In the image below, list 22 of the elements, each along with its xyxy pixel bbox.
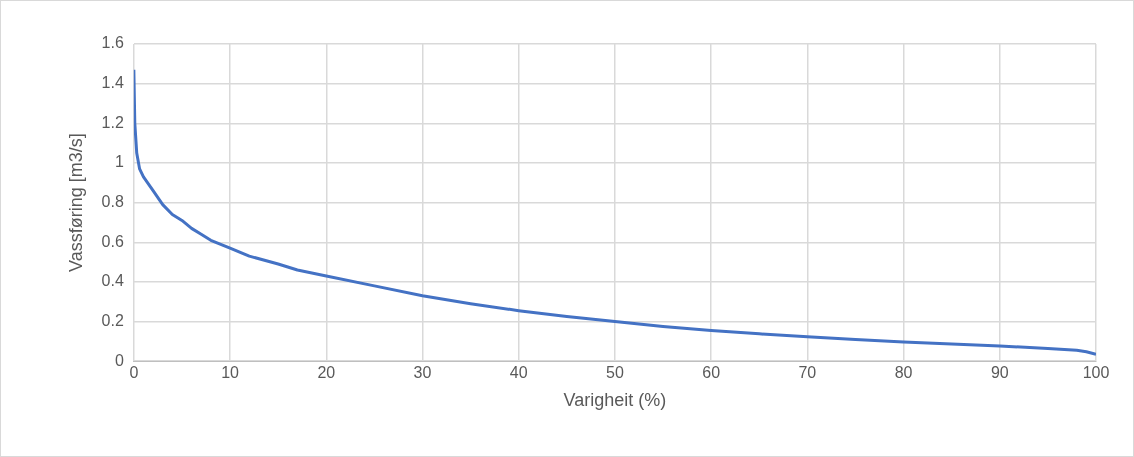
y-tick-label: 1 [114, 153, 124, 171]
y-tick-label: 1.6 [101, 34, 124, 52]
x-axis-title: Varigheit (%) [563, 390, 667, 411]
x-tick-label: 80 [894, 364, 913, 382]
x-tick-label: 10 [221, 364, 240, 382]
x-tick-label: 0 [129, 364, 139, 382]
x-tick-label: 60 [702, 364, 721, 382]
x-tick-label: 40 [509, 364, 528, 382]
y-axis-title: Vassføring [m3/s] [65, 133, 86, 272]
y-tick-label: 1.4 [101, 74, 124, 92]
x-tick-label: 100 [1082, 364, 1110, 382]
x-tick-label: 20 [317, 364, 336, 382]
y-tick-label: 0.2 [101, 311, 124, 329]
x-tick-label: 70 [798, 364, 817, 382]
y-tick-label: 0 [114, 351, 124, 369]
x-tick-label: 90 [990, 364, 1009, 382]
y-tick-label: 1.2 [101, 113, 124, 131]
y-tick-label: 0.6 [101, 232, 124, 250]
x-tick-label: 50 [606, 364, 624, 382]
y-tick-label: 0.8 [101, 193, 124, 211]
y-tick-label: 0.4 [101, 272, 124, 290]
x-tick-label: 30 [413, 364, 432, 382]
